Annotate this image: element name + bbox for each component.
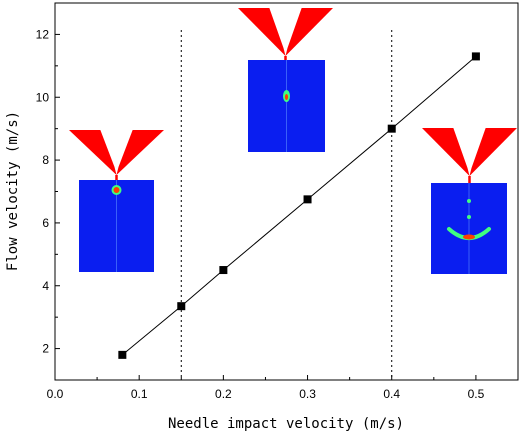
y-tick-label: 12 bbox=[36, 27, 50, 41]
nozzle-right-wedge bbox=[469, 128, 517, 176]
nozzle-right-wedge bbox=[116, 130, 164, 175]
data-series bbox=[118, 52, 480, 359]
x-axis-label: Needle impact velocity (m/s) bbox=[168, 416, 404, 432]
data-point bbox=[177, 302, 186, 311]
data-point bbox=[303, 195, 312, 204]
y-axis-label: Flow velocity (m/s) bbox=[5, 111, 21, 271]
y-tick-label: 10 bbox=[36, 90, 50, 104]
y-tick-label: 4 bbox=[42, 279, 49, 293]
droplet-core bbox=[113, 187, 120, 193]
axis-ticks: 0.0 0.1 0.2 0.3 0.4 0.5 2 4 6 8 10 12 bbox=[36, 2, 519, 401]
nozzle-left-wedge bbox=[422, 128, 470, 176]
reference-lines bbox=[180, 30, 393, 380]
nozzle-left-wedge bbox=[69, 130, 117, 175]
data-point bbox=[219, 266, 228, 275]
x-tick-label: 0.1 bbox=[131, 387, 148, 401]
inset-left bbox=[69, 130, 164, 272]
y-tick-label: 8 bbox=[42, 153, 49, 167]
x-tick-label: 0.2 bbox=[215, 387, 232, 401]
inset-right bbox=[422, 128, 517, 274]
y-tick-label: 6 bbox=[42, 216, 49, 230]
nozzle-left-wedge bbox=[238, 8, 286, 56]
x-tick-label: 0.4 bbox=[383, 387, 400, 401]
data-point bbox=[387, 124, 396, 133]
droplet-core bbox=[284, 94, 289, 100]
nozzle-right-wedge bbox=[285, 8, 333, 56]
x-tick-label: 0.5 bbox=[468, 387, 485, 401]
inset-middle bbox=[238, 8, 333, 152]
series-line bbox=[122, 56, 477, 356]
droplet-core bbox=[463, 234, 475, 240]
y-tick-label: 2 bbox=[42, 342, 49, 356]
data-point bbox=[118, 350, 127, 359]
simulation-insets bbox=[69, 8, 517, 274]
data-point bbox=[471, 52, 480, 61]
x-tick-label: 0.0 bbox=[47, 387, 64, 401]
droplet-small bbox=[467, 215, 471, 219]
x-tick-label: 0.3 bbox=[299, 387, 316, 401]
droplet-small bbox=[467, 199, 471, 203]
